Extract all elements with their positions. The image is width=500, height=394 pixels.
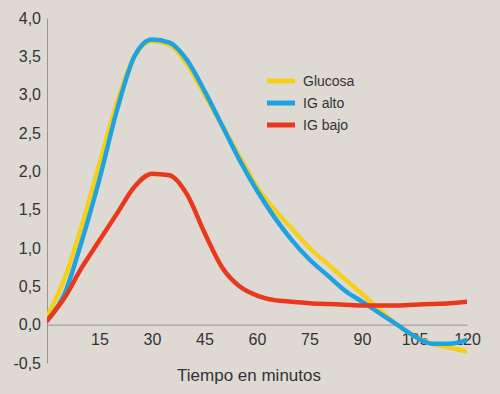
legend: Glucosa IG alto IG bajo — [267, 73, 355, 133]
x-tick: 15 — [91, 325, 109, 348]
series-line — [47, 174, 467, 321]
y-tick: 4,0 — [19, 10, 47, 27]
legend-item: IG alto — [267, 95, 344, 111]
y-tick-label: 2,0 — [19, 163, 41, 180]
y-tick-label: 3,0 — [19, 86, 41, 103]
y-tick-label: 4,0 — [19, 10, 41, 27]
x-tick: 30 — [144, 325, 162, 348]
x-tick-label: 60 — [249, 331, 267, 348]
series-line — [47, 39, 467, 343]
x-tick-label: 15 — [91, 331, 109, 348]
y-tick: 0,0 — [19, 316, 47, 333]
series-group — [47, 39, 467, 351]
y-tick-label: 1,5 — [19, 201, 41, 218]
y-tick-label: 1,0 — [19, 240, 41, 257]
y-tick-label: 0,5 — [19, 278, 41, 295]
y-tick-label: -0,5 — [13, 355, 41, 372]
y-tick-label: 2,5 — [19, 125, 41, 142]
x-tick: 45 — [196, 325, 214, 348]
y-tick-label: 0,0 — [19, 316, 41, 333]
y-tick: 3,0 — [19, 86, 47, 103]
legend-label: Glucosa — [303, 73, 355, 89]
chart: -0,5 0,0 0,5 1,0 1,5 2,0 2,5 3,0 3,5 4,0 15 30 45 60 7… — [0, 0, 500, 394]
y-tick: -0,5 — [13, 355, 47, 372]
x-tick-label: 45 — [196, 331, 214, 348]
y-tick: 2,0 — [19, 163, 47, 180]
x-axis-line — [48, 325, 468, 326]
y-tick: 1,5 — [19, 201, 47, 218]
legend-item: IG bajo — [267, 117, 348, 133]
legend-swatch — [267, 123, 295, 128]
legend-label: IG bajo — [303, 117, 348, 133]
x-tick-label: 30 — [144, 331, 162, 348]
plot: -0,5 0,0 0,5 1,0 1,5 2,0 2,5 3,0 3,5 4,0 15 30 45 60 7… — [13, 10, 481, 372]
x-tick: 75 — [301, 325, 319, 348]
legend-item: Glucosa — [267, 73, 355, 89]
y-tick: 2,5 — [19, 125, 47, 142]
y-tick: 3,5 — [19, 48, 47, 65]
y-tick: 1,0 — [19, 240, 47, 257]
y-tick-label: 3,5 — [19, 48, 41, 65]
x-tick: 60 — [249, 325, 267, 348]
legend-swatch — [267, 101, 295, 106]
x-tick-label: 90 — [354, 331, 372, 348]
x-tick: 90 — [354, 325, 372, 348]
x-tick-label: 75 — [301, 331, 319, 348]
y-axis: -0,5 0,0 0,5 1,0 1,5 2,0 2,5 3,0 3,5 4,0 — [13, 10, 47, 372]
x-tick-label: 120 — [454, 331, 481, 348]
legend-label: IG alto — [303, 95, 344, 111]
y-tick: 0,5 — [19, 278, 47, 295]
x-axis-title: Tiempo en minutos — [177, 366, 321, 385]
legend-swatch — [267, 79, 295, 84]
series-line — [47, 41, 467, 352]
